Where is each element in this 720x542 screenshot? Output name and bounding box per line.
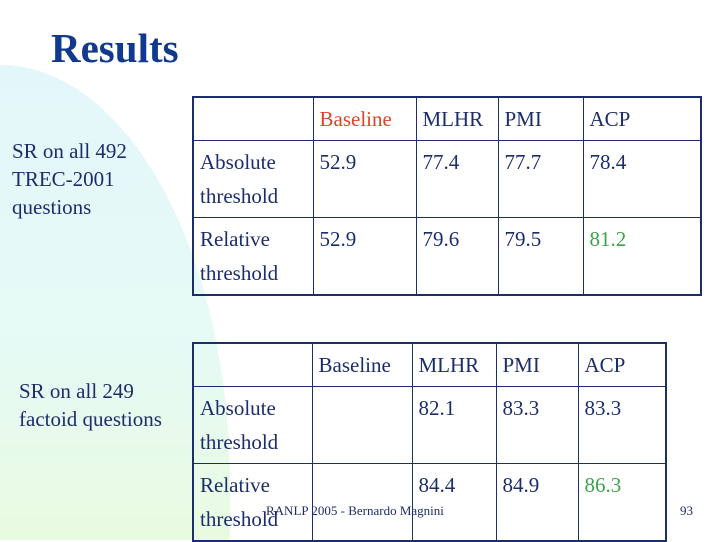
cell: 79.5 xyxy=(497,217,584,296)
cell: 77.4 xyxy=(415,140,499,218)
cell: 78.4 xyxy=(582,140,702,218)
cell: 77.7 xyxy=(497,140,584,218)
table-row: Absolute threshold 82.1 83.3 83.3 xyxy=(192,386,667,464)
row-label: Absolute threshold xyxy=(192,386,313,464)
footer-text: RANLP 2005 - Bernardo Magnini xyxy=(266,503,444,518)
row-label: Relative threshold xyxy=(192,463,313,542)
cell xyxy=(311,463,413,542)
slide-title: Results xyxy=(51,25,179,71)
cell: 52.9 xyxy=(312,140,417,218)
cell xyxy=(311,386,413,464)
header-cell: Baseline xyxy=(312,96,417,141)
cell: 82.1 xyxy=(411,386,497,464)
header-cell: Baseline xyxy=(311,342,413,387)
header-cell: MLHR xyxy=(415,96,499,141)
section-label-1: SR on all 492 TREC-2001 questions xyxy=(12,139,127,219)
cell-best: 86.3 xyxy=(577,463,667,542)
table-row: Absolute threshold 52.9 77.4 77.7 78.4 xyxy=(192,140,702,218)
table-row: Relative threshold 52.9 79.6 79.5 81.2 xyxy=(192,217,702,296)
header-cell xyxy=(192,342,313,387)
header-cell: ACP xyxy=(577,342,667,387)
header-cell: MLHR xyxy=(411,342,497,387)
header-cell: PMI xyxy=(495,342,579,387)
cell: 84.4 xyxy=(411,463,497,542)
row-label: Relative threshold xyxy=(192,217,314,296)
header-cell: ACP xyxy=(582,96,702,141)
results-table-2: Baseline MLHR PMI ACP Absolute threshold… xyxy=(192,342,667,542)
table-row: Relative threshold 84.4 84.9 86.3 xyxy=(192,463,667,542)
cell-best: 81.2 xyxy=(582,217,702,296)
cell: 84.9 xyxy=(495,463,579,542)
cell: 83.3 xyxy=(495,386,579,464)
header-cell xyxy=(192,96,314,141)
results-table-1: Baseline MLHR PMI ACP Absolute threshold… xyxy=(192,96,702,296)
header-cell: PMI xyxy=(497,96,584,141)
cell: 52.9 xyxy=(312,217,417,296)
section-label-2: SR on all 249 factoid questions xyxy=(19,379,162,431)
row-label: Absolute threshold xyxy=(192,140,314,218)
page-number: 93 xyxy=(680,503,693,518)
cell: 83.3 xyxy=(577,386,667,464)
cell: 79.6 xyxy=(415,217,499,296)
